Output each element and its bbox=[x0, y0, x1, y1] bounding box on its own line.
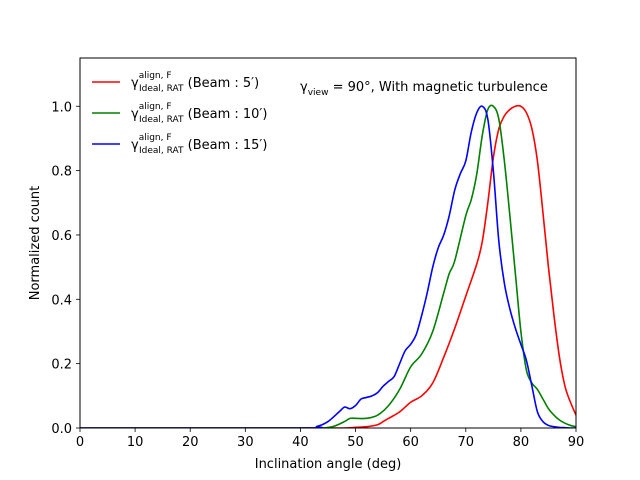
legend-label-3: γalign, F Ideal, RAT (Beam : 15′) bbox=[131, 133, 267, 156]
x-tick-label: 50 bbox=[347, 435, 364, 450]
x-tick-label: 90 bbox=[568, 435, 585, 450]
y-tick-label: 0.0 bbox=[51, 422, 72, 437]
legend-label-2: γalign, F Ideal, RAT (Beam : 10′) bbox=[131, 102, 267, 125]
x-tick-label: 40 bbox=[292, 435, 309, 450]
y-tick-label: 0.6 bbox=[51, 229, 72, 244]
x-axis-label: Inclination angle (deg) bbox=[255, 457, 402, 472]
series-line-2 bbox=[80, 104, 576, 428]
annotation-base: γ bbox=[300, 80, 308, 95]
x-tick-label: 20 bbox=[182, 435, 199, 450]
annotation-text: = 90°, With magnetic turbulence bbox=[328, 80, 547, 95]
plot-frame bbox=[79, 57, 577, 429]
x-tick-label: 0 bbox=[76, 435, 84, 450]
y-tick-label: 0.8 bbox=[51, 165, 72, 180]
series-line-3 bbox=[80, 105, 576, 428]
x-tick-label: 30 bbox=[237, 435, 254, 450]
series-layer bbox=[80, 104, 576, 428]
x-tick-label: 70 bbox=[458, 435, 475, 450]
legend-label-1: γalign, F Ideal, RAT (Beam : 5′) bbox=[131, 71, 259, 94]
annotation: γview = 90°, With magnetic turbulence bbox=[300, 80, 548, 98]
x-ticks: 0 10 20 30 40 50 60 70 80 90 bbox=[76, 428, 584, 450]
plot-area bbox=[79, 57, 577, 429]
series-line-1 bbox=[80, 104, 576, 428]
y-ticks: 0.0 0.2 0.4 0.6 0.8 1.0 bbox=[51, 100, 80, 437]
legend: γalign, F Ideal, RAT (Beam : 5′) γalign, F… bbox=[92, 71, 267, 156]
y-tick-label: 0.4 bbox=[51, 293, 72, 308]
x-tick-label: 80 bbox=[513, 435, 530, 450]
x-tick-label: 60 bbox=[402, 435, 419, 450]
x-tick-label: 10 bbox=[127, 435, 144, 450]
y-tick-label: 1.0 bbox=[51, 100, 72, 115]
annotation-sub: view bbox=[308, 88, 329, 98]
y-tick-label: 0.2 bbox=[51, 358, 72, 373]
y-axis-label: Normalized count bbox=[28, 186, 43, 301]
